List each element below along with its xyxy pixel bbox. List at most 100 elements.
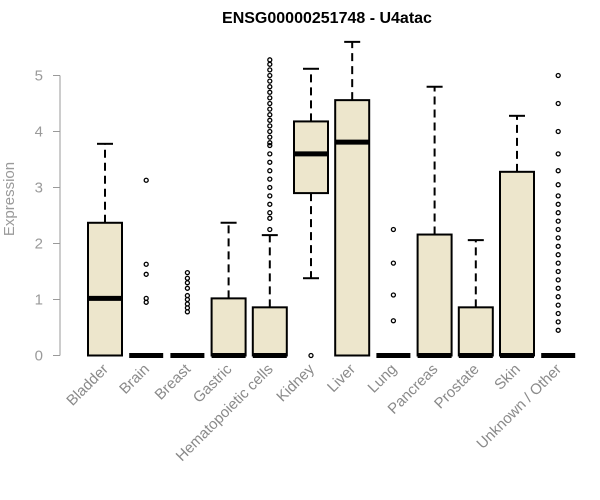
box-group bbox=[334, 40, 371, 357]
outlier-point bbox=[267, 140, 273, 146]
outlier-point bbox=[267, 112, 273, 118]
outlier-point bbox=[390, 292, 397, 298]
box-iqr bbox=[87, 221, 123, 357]
outlier-point bbox=[184, 275, 191, 281]
outlier-point bbox=[143, 177, 149, 183]
box-group bbox=[170, 269, 205, 358]
outlier-point bbox=[555, 210, 561, 216]
outlier-point bbox=[267, 159, 273, 165]
outlier-point bbox=[267, 57, 273, 63]
y-tick-label: 4 bbox=[35, 124, 43, 141]
y-axis: 0 1 2 3 4 5 bbox=[35, 68, 61, 365]
outlier-point bbox=[267, 184, 273, 191]
outlier-point bbox=[555, 218, 561, 224]
outlier-point bbox=[267, 89, 273, 95]
outlier-point bbox=[267, 210, 273, 216]
outlier-point bbox=[555, 201, 561, 207]
outlier-point bbox=[555, 235, 561, 241]
box-group bbox=[251, 57, 288, 358]
x-tick-label: Prostate bbox=[431, 361, 483, 413]
x-tick-label: Kidney bbox=[273, 360, 318, 405]
boxes-layer bbox=[87, 40, 576, 359]
box-group bbox=[293, 67, 329, 359]
x-tick-label: Skin bbox=[491, 361, 524, 394]
outlier-point bbox=[267, 117, 273, 123]
outlier-point bbox=[267, 176, 273, 182]
outlier-point bbox=[267, 72, 273, 79]
outlier-point bbox=[184, 269, 191, 276]
outlier-point bbox=[267, 61, 273, 67]
outlier-point bbox=[267, 100, 273, 107]
outlier-point bbox=[308, 352, 314, 359]
box-group bbox=[87, 142, 123, 357]
box-iqr bbox=[334, 99, 371, 357]
y-tick-label: 5 bbox=[35, 68, 43, 85]
box-iqr bbox=[210, 297, 247, 357]
outlier-point bbox=[143, 271, 149, 277]
outlier-point bbox=[143, 261, 149, 267]
x-tick-label: Brain bbox=[116, 361, 153, 398]
x-tick-label: Liver bbox=[324, 361, 359, 396]
outlier-point bbox=[184, 285, 191, 291]
outlier-point bbox=[555, 128, 561, 135]
outlier-point bbox=[267, 134, 273, 140]
box-iqr bbox=[499, 170, 535, 357]
x-tick-label: Breast bbox=[152, 360, 195, 403]
outlier-point bbox=[267, 106, 273, 112]
outlier-point bbox=[267, 201, 273, 207]
y-axis-label: Expression bbox=[1, 162, 18, 236]
box-group bbox=[499, 114, 535, 358]
outlier-point bbox=[555, 72, 561, 79]
outlier-point bbox=[555, 285, 561, 291]
box-group bbox=[541, 72, 576, 358]
y-tick-label: 0 bbox=[35, 348, 43, 365]
outlier-point bbox=[184, 301, 191, 307]
outlier-point bbox=[267, 67, 273, 73]
box-group bbox=[210, 221, 247, 358]
outlier-point bbox=[267, 151, 273, 157]
outlier-point bbox=[267, 95, 273, 101]
box-iqr bbox=[457, 306, 494, 357]
outlier-point bbox=[555, 319, 561, 325]
outlier-point bbox=[267, 84, 273, 90]
outlier-point bbox=[555, 182, 561, 188]
chart-title: ENSG00000251748 - U4atac bbox=[222, 10, 432, 27]
outlier-point bbox=[555, 268, 561, 275]
y-tick-label: 2 bbox=[35, 236, 43, 253]
box-iqr bbox=[251, 306, 288, 357]
x-tick-label: Bladder bbox=[63, 361, 112, 410]
box-group bbox=[457, 239, 494, 358]
y-tick-label: 3 bbox=[35, 180, 43, 197]
outlier-point bbox=[143, 295, 149, 302]
outlier-point bbox=[184, 280, 191, 286]
box-group bbox=[129, 177, 164, 358]
outlier-point bbox=[555, 252, 561, 258]
y-tick-label: 1 bbox=[35, 292, 43, 309]
box-iqr bbox=[293, 120, 329, 195]
outlier-point bbox=[267, 215, 273, 221]
outlier-point bbox=[555, 168, 561, 174]
x-tick-label: Lung bbox=[365, 361, 401, 397]
outlier-point bbox=[555, 100, 561, 107]
outlier-point bbox=[390, 318, 397, 324]
outlier-point bbox=[555, 294, 561, 300]
box-group bbox=[416, 85, 453, 358]
outlier-point bbox=[267, 128, 273, 135]
outlier-point bbox=[267, 168, 273, 174]
outlier-point bbox=[390, 226, 397, 233]
outlier-point bbox=[267, 193, 273, 199]
outlier-point bbox=[555, 260, 561, 266]
outlier-point bbox=[267, 142, 273, 149]
outlier-point bbox=[390, 260, 397, 266]
outlier-point bbox=[184, 292, 191, 299]
outlier-point bbox=[267, 226, 273, 233]
outlier-point bbox=[267, 78, 273, 84]
outlier-point bbox=[555, 193, 561, 199]
outlier-point bbox=[555, 277, 561, 283]
outlier-point bbox=[555, 327, 561, 333]
box-group bbox=[376, 226, 411, 358]
outlier-point bbox=[555, 226, 561, 233]
